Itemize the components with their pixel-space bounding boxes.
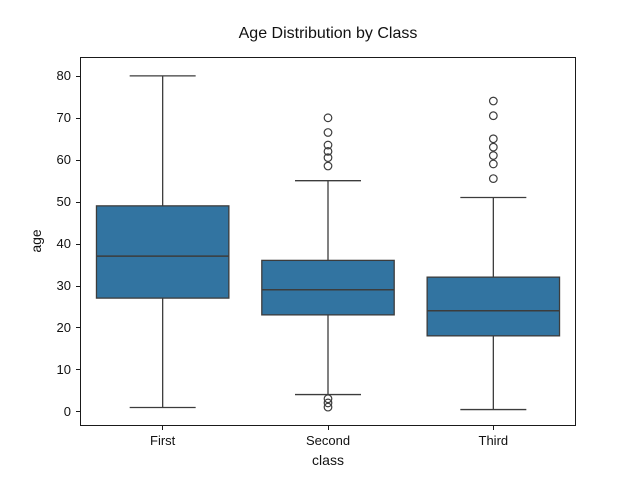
outlier-point	[488, 134, 498, 144]
y-tick-mark-50	[76, 201, 80, 203]
outlier-point	[323, 113, 333, 123]
outlier-point	[488, 174, 498, 184]
boxplot-canvas	[80, 57, 576, 426]
plot-border	[80, 57, 576, 426]
y-tick-mark-40	[76, 243, 80, 245]
outlier-point	[488, 159, 498, 169]
box-group-first	[95, 75, 230, 409]
y-tick-mark-60	[76, 159, 80, 161]
outlier-point	[488, 111, 498, 121]
y-tick-label-70: 70	[56, 110, 71, 126]
y-tick-label-30: 30	[56, 278, 71, 294]
y-tick-mark-0	[76, 411, 80, 413]
y-tick-mark-20	[76, 327, 80, 329]
y-tick-mark-70	[76, 117, 80, 119]
iqr-box	[261, 259, 395, 316]
box-group-second	[261, 113, 395, 412]
y-tick-mark-30	[76, 285, 80, 287]
y-tick-label-80: 80	[56, 68, 71, 84]
outlier-point	[323, 153, 333, 163]
outlier-point	[488, 151, 498, 160]
outlier-point	[323, 394, 333, 404]
outlier-point	[323, 128, 333, 137]
outlier-point	[323, 402, 333, 412]
y-tick-mark-10	[76, 369, 80, 371]
x-tick-mark-first	[162, 426, 164, 430]
box-group-third	[426, 96, 561, 411]
y-tick-label-50: 50	[56, 194, 71, 210]
plot-area	[80, 57, 576, 426]
x-tick-label-first: First	[150, 433, 176, 448]
outlier-point	[488, 142, 498, 152]
y-tick-label-20: 20	[56, 319, 71, 335]
outlier-point	[323, 161, 333, 171]
x-tick-label-third: Third	[478, 433, 509, 448]
y-tick-mark-80	[76, 75, 80, 77]
x-tick-label-second: Second	[305, 433, 351, 448]
y-tick-label-60: 60	[56, 152, 71, 168]
x-tick-mark-second	[327, 426, 329, 430]
outlier-point	[323, 146, 333, 156]
y-tick-label-10: 10	[56, 361, 71, 377]
chart-title: Age Distribution by Class	[238, 25, 418, 42]
outlier-point	[323, 398, 333, 408]
y-tick-label-0: 0	[63, 403, 71, 419]
y-tick-label-40: 40	[56, 236, 71, 252]
x-tick-mark-third	[492, 426, 494, 430]
outlier-point	[323, 140, 333, 150]
iqr-box	[426, 276, 561, 337]
x-axis-label: class	[312, 452, 344, 468]
iqr-box	[95, 205, 230, 299]
outlier-point	[488, 96, 498, 106]
